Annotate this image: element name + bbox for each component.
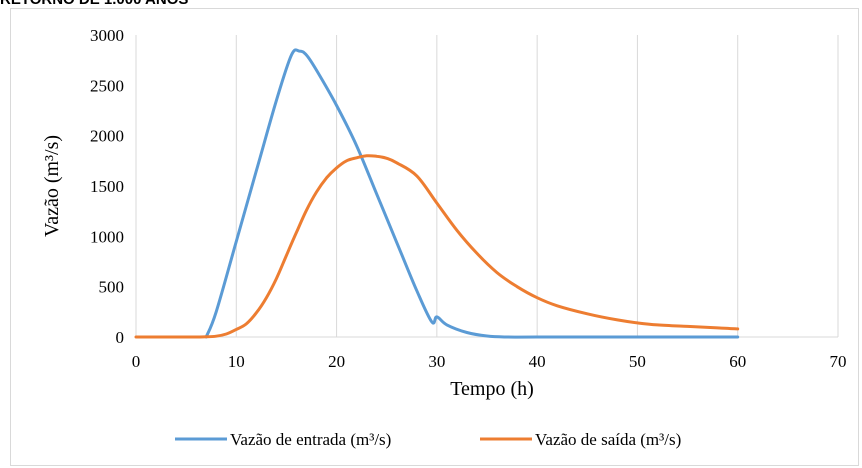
x-tick-label: 30 xyxy=(428,352,445,371)
x-tick-label: 60 xyxy=(729,352,746,371)
x-tick-label: 0 xyxy=(132,352,141,371)
y-tick-label: 0 xyxy=(116,328,125,347)
y-axis-label: Vazão (m³/s) xyxy=(41,135,63,237)
y-tick-label: 2500 xyxy=(90,76,124,95)
axes xyxy=(135,35,838,338)
gridlines xyxy=(235,35,839,337)
series-line-0 xyxy=(204,48,740,339)
chart-caption: RETORNO DE 1.000 ANOS xyxy=(0,0,188,8)
x-axis-label: Tempo (h) xyxy=(450,378,534,400)
legend-label-0: Vazão de entrada (m³/s) xyxy=(230,430,391,449)
x-tick-label: 40 xyxy=(529,352,546,371)
y-tick-label: 500 xyxy=(99,278,125,297)
y-tick-label: 1000 xyxy=(90,227,124,246)
y-tick-labels: 0 500 1000 1500 2000 2500 3000 xyxy=(90,26,124,347)
x-tick-label: 50 xyxy=(629,352,646,371)
x-tick-label: 20 xyxy=(328,352,345,371)
legend-label-1: Vazão de saída (m³/s) xyxy=(535,430,681,449)
chart-area xyxy=(10,8,859,466)
x-tick-labels: 0 10 20 30 40 50 60 70 xyxy=(132,352,847,371)
series-line-1 xyxy=(134,154,740,339)
x-tick-label: 70 xyxy=(830,352,847,371)
legend: Vazão de entrada (m³/s) Vazão de saída (m… xyxy=(175,430,681,449)
y-tick-label: 2000 xyxy=(90,127,124,146)
series-layer xyxy=(134,48,740,339)
y-tick-label: 3000 xyxy=(90,26,124,45)
y-tick-label: 1500 xyxy=(90,177,124,196)
x-tick-label: 10 xyxy=(228,352,245,371)
